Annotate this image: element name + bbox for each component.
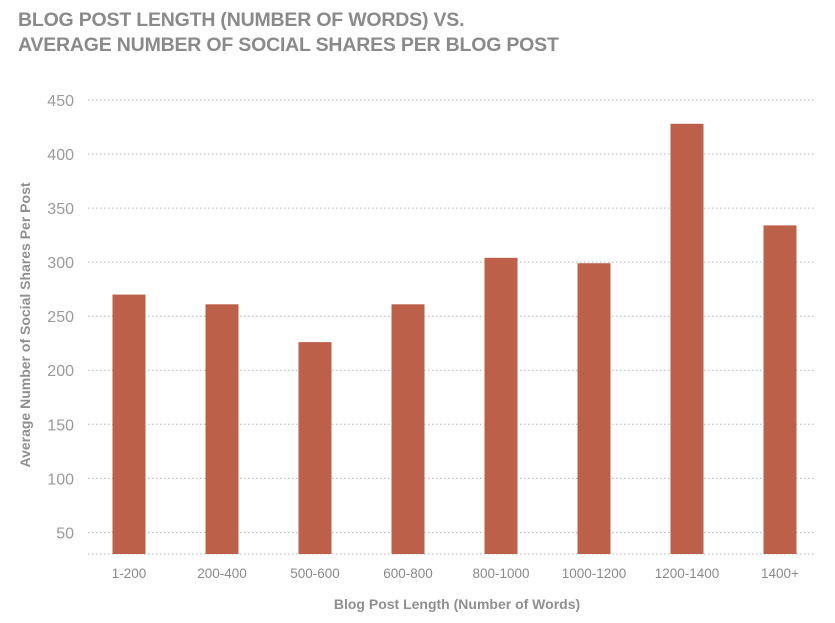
bars — [112, 123, 797, 555]
y-axis-label: Average Number of Social Shares Per Post — [17, 182, 33, 467]
chart-title: BLOG POST LENGTH (NUMBER OF WORDS) VS. A… — [18, 8, 559, 58]
y-tick-label-400: 400 — [47, 147, 74, 164]
y-tick-label-100: 100 — [47, 471, 74, 488]
y-tick-label-250: 250 — [47, 309, 74, 326]
x-tick-label-1400+: 1400+ — [761, 566, 799, 581]
x-tick-label-200-400: 200-400 — [197, 566, 247, 581]
bar-800-1000 — [484, 257, 518, 554]
bar-1000-1200 — [577, 263, 611, 554]
x-tick-label-800-1000: 800-1000 — [472, 566, 529, 581]
bar-200-400 — [205, 304, 239, 554]
y-tick-label-450: 450 — [47, 93, 74, 110]
chart-title-line-2: AVERAGE NUMBER OF SOCIAL SHARES PER BLOG… — [18, 34, 559, 56]
x-tick-label-500-600: 500-600 — [290, 566, 340, 581]
x-tick-label-1200-1400: 1200-1400 — [655, 566, 720, 581]
y-tick-label-200: 200 — [47, 363, 74, 380]
y-axis-ticks: 50 100 150 200 250 300 350 400 450 — [47, 93, 74, 542]
x-tick-label-1000-1200: 1000-1200 — [562, 566, 627, 581]
y-tick-label-300: 300 — [47, 255, 74, 272]
chart-title-line-1: BLOG POST LENGTH (NUMBER OF WORDS) VS. — [18, 9, 465, 31]
x-axis-label: Blog Post Length (Number of Words) — [334, 596, 580, 612]
bar-500-600 — [298, 342, 332, 554]
x-axis-ticks: 1-200 200-400 500-600 600-800 800-1000 1000-1… — [112, 566, 799, 581]
grid-lines — [88, 99, 815, 555]
x-tick-label-1-200: 1-200 — [112, 566, 147, 581]
bar-600-800 — [391, 304, 425, 554]
x-tick-label-600-800: 600-800 — [383, 566, 433, 581]
bar-1400+ — [763, 225, 797, 554]
bar-1200-1400 — [670, 123, 704, 555]
bar-1-200 — [112, 294, 146, 554]
y-tick-label-350: 350 — [47, 201, 74, 218]
y-tick-label-150: 150 — [47, 417, 74, 434]
y-tick-label-50: 50 — [56, 525, 74, 542]
